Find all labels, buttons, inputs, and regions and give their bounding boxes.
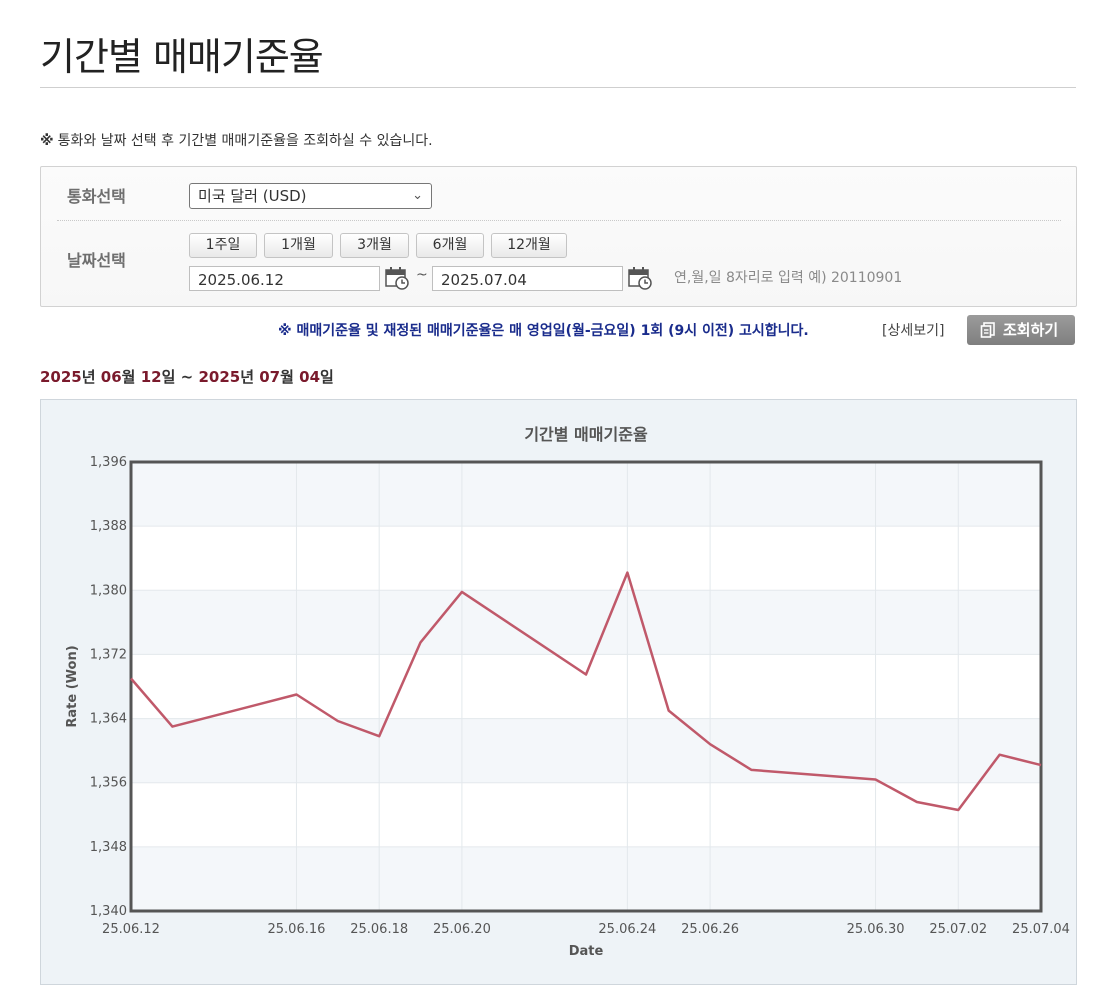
range-start-day: 12 bbox=[140, 368, 162, 386]
y-tick-label: 1,340 bbox=[90, 904, 127, 919]
range-end-year: 2025 bbox=[198, 368, 241, 386]
end-date-input[interactable]: 2025.07.04 bbox=[432, 266, 623, 291]
search-button[interactable]: 조회하기 bbox=[967, 315, 1075, 345]
plot-border bbox=[129, 460, 1043, 913]
y-tick-label: 1,364 bbox=[90, 712, 127, 727]
x-tick-label: 25.07.04 bbox=[1012, 922, 1070, 937]
period-button-1week[interactable]: 1주일 bbox=[189, 233, 257, 258]
title-divider bbox=[40, 87, 1076, 88]
y-tick-label: 1,380 bbox=[90, 583, 127, 598]
start-date-input[interactable]: 2025.06.12 bbox=[189, 266, 380, 291]
plot-band bbox=[131, 590, 1041, 655]
currency-value: 미국 달러 (USD) bbox=[198, 187, 307, 205]
x-axis-label: Date bbox=[569, 944, 604, 959]
selected-range: 2025년 06월 12일 ~ 2025년 07월 04일 bbox=[40, 368, 334, 386]
page-title: 기간별 매매기준율 bbox=[40, 35, 324, 79]
currency-label: 통화선택 bbox=[67, 187, 126, 206]
calendar-icon[interactable] bbox=[628, 265, 652, 290]
y-tick-label: 1,356 bbox=[90, 776, 127, 791]
period-button-3month[interactable]: 3개월 bbox=[340, 233, 409, 258]
range-end-month: 07 bbox=[259, 368, 281, 386]
detail-link[interactable]: [상세보기] bbox=[882, 323, 945, 339]
period-button-12month[interactable]: 12개월 bbox=[491, 233, 567, 258]
plot-band bbox=[131, 718, 1041, 783]
document-icon bbox=[980, 322, 995, 338]
announcement-text: ※ 매매기준율 및 재정된 매매기준율은 매 영업일(월-금요일) 1회 (9시… bbox=[278, 323, 809, 339]
range-end-day: 04 bbox=[299, 368, 321, 386]
x-tick-label: 25.06.12 bbox=[102, 922, 160, 937]
chevron-down-icon: ⌄ bbox=[412, 188, 423, 203]
search-button-label: 조회하기 bbox=[1003, 321, 1059, 339]
date-range-separator: ~ bbox=[416, 267, 428, 283]
y-axis-label: Rate (Won) bbox=[65, 645, 80, 727]
x-tick-label: 25.06.18 bbox=[350, 922, 408, 937]
y-tick-label: 1,396 bbox=[90, 455, 127, 470]
currency-select[interactable]: 미국 달러 (USD) ⌄ bbox=[189, 183, 432, 209]
period-button-6month[interactable]: 6개월 bbox=[416, 233, 484, 258]
x-tick-label: 25.06.16 bbox=[268, 922, 326, 937]
y-tick-label: 1,348 bbox=[90, 840, 127, 855]
x-tick-label: 25.06.26 bbox=[681, 922, 739, 937]
date-label: 날짜선택 bbox=[67, 251, 126, 270]
y-tick-label: 1,372 bbox=[90, 647, 127, 662]
chart-title: 기간별 매매기준율 bbox=[524, 425, 648, 444]
chart-container: 1,340 1,348 1,356 1,364 1,372 1,380 1,388 1,396… bbox=[40, 399, 1077, 985]
rate-line-chart: 1,340 1,348 1,356 1,364 1,372 1,380 1,388 1,396… bbox=[65, 425, 1070, 959]
series-line bbox=[130, 571, 1042, 812]
x-tick-label: 25.07.02 bbox=[929, 922, 987, 937]
date-format-hint: 연,월,일 8자리로 입력 예) 20110901 bbox=[674, 270, 903, 286]
notice-mark: ※ bbox=[40, 133, 54, 149]
x-tick-label: 25.06.30 bbox=[847, 922, 905, 937]
filter-panel: 통화선택 미국 달러 (USD) ⌄ 날짜선택 1주일 1개월 3개월 6개월 … bbox=[40, 166, 1077, 307]
plot-band bbox=[131, 846, 1041, 911]
plot-area bbox=[131, 462, 1041, 911]
calendar-icon[interactable] bbox=[385, 265, 409, 290]
plot-band bbox=[131, 462, 1041, 527]
range-start-year: 2025 bbox=[40, 368, 82, 386]
notice-text: 통화와 날짜 선택 후 기간별 매매기준율을 조회하실 수 있습니다. bbox=[57, 133, 433, 149]
period-button-1month[interactable]: 1개월 bbox=[264, 233, 333, 258]
x-tick-label: 25.06.24 bbox=[598, 922, 656, 937]
y-tick-label: 1,388 bbox=[90, 519, 127, 534]
row-divider bbox=[57, 220, 1061, 221]
x-tick-label: 25.06.20 bbox=[433, 922, 491, 937]
notice: ※ 통화와 날짜 선택 후 기간별 매매기준율을 조회하실 수 있습니다. bbox=[40, 130, 433, 150]
range-start-month: 06 bbox=[100, 368, 122, 386]
